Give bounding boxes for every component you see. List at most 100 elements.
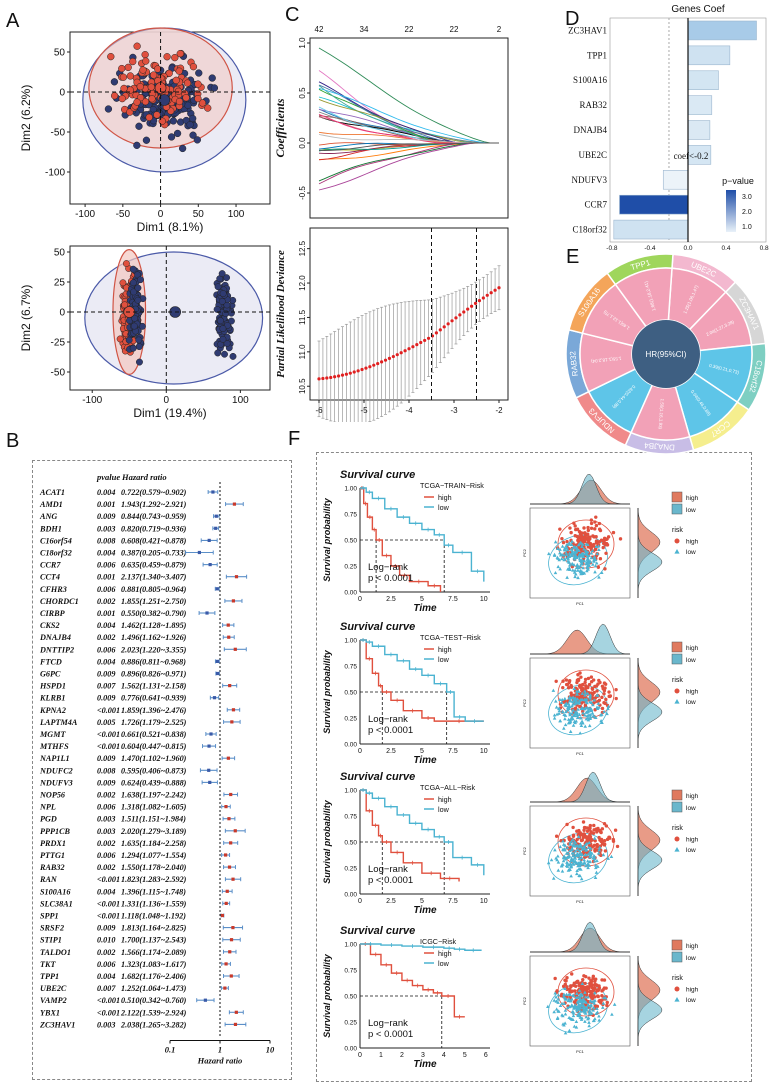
group-center-1 <box>158 94 171 106</box>
plot-frame <box>309 37 509 219</box>
point-low <box>565 1006 570 1010</box>
legend-label: high <box>686 495 699 502</box>
hr-label: 0.510(0.342~0.760) <box>121 996 187 1005</box>
sample-point <box>142 57 150 65</box>
point-high <box>576 535 580 540</box>
y-tick-label: 0.50 <box>344 994 357 1001</box>
point-low <box>589 700 594 704</box>
hr-point <box>229 841 233 845</box>
gene-label: SLC38A1 <box>40 899 73 908</box>
point-low <box>596 544 601 548</box>
point-low <box>597 547 601 552</box>
x-tick-label: 5 <box>420 898 424 905</box>
point-low <box>573 568 577 572</box>
point-low <box>560 697 564 702</box>
pvalue-label: 0.006 <box>97 803 116 812</box>
pvalue-label: 0.004 <box>97 657 115 666</box>
point-low <box>588 716 593 721</box>
gene-label: MGMT <box>39 730 66 739</box>
risk-legend-high-icon <box>674 688 680 694</box>
point-low <box>563 717 567 721</box>
point-low <box>562 994 566 999</box>
point-low <box>594 870 599 874</box>
point-low <box>575 991 579 995</box>
point-high <box>580 534 584 539</box>
hr-point <box>207 744 211 748</box>
sample-point <box>204 104 212 112</box>
hr-label: 1.635(1.184~2.258) <box>121 839 187 848</box>
sample-point <box>119 73 128 81</box>
coef-bar <box>687 120 711 140</box>
point-low <box>578 716 583 720</box>
point-high <box>598 557 603 561</box>
point-high <box>603 567 607 571</box>
y-axis-title: Survival probability <box>322 497 332 582</box>
hr-label: 1.682(1.176~2.406) <box>121 972 187 981</box>
hr-label: 1.470(1.102~1.960) <box>121 754 187 763</box>
point-low <box>591 856 595 860</box>
x-tick-label: -100 <box>75 209 95 220</box>
x-tick-label: 5 <box>420 596 424 603</box>
cv-point <box>352 370 356 374</box>
point-low <box>579 855 584 860</box>
point-high <box>588 823 593 828</box>
km-curve-low <box>360 789 485 876</box>
point-low <box>566 998 571 1002</box>
legend-label: high <box>438 493 452 502</box>
point-low <box>572 843 576 847</box>
point-low <box>585 569 589 573</box>
point-low <box>586 995 590 999</box>
gene-label: SPP1 <box>40 912 59 921</box>
cv-point <box>380 360 384 364</box>
risk-legend-title: risk <box>672 677 683 684</box>
point-high <box>603 701 607 706</box>
point-high <box>573 534 577 538</box>
point-low <box>585 713 589 718</box>
point-high <box>578 704 582 709</box>
point-high <box>580 832 585 837</box>
point-low <box>562 992 566 996</box>
point-low <box>578 564 583 568</box>
point-low <box>568 699 573 703</box>
point-low <box>575 555 579 560</box>
y-tick-label: 0.00 <box>344 1046 357 1053</box>
point-low <box>555 546 560 550</box>
point-low <box>586 852 590 856</box>
x-tick-label: 0.1 <box>165 1045 176 1055</box>
cv-point <box>454 316 458 320</box>
point-high <box>569 985 573 989</box>
point-high <box>588 983 593 987</box>
sample-point <box>223 340 231 347</box>
point-high <box>615 844 620 849</box>
gene-label: DNAJB4 <box>573 125 607 135</box>
sample-point <box>183 79 192 87</box>
cv-point <box>356 369 360 373</box>
point-low <box>582 846 587 851</box>
sample-point <box>222 310 230 318</box>
point-low <box>580 557 584 561</box>
point-high <box>614 696 618 701</box>
point-high <box>586 838 591 842</box>
pvalue-label: 0.004 <box>97 488 115 497</box>
point-high <box>582 974 586 978</box>
point-low <box>558 567 562 571</box>
point-low <box>562 1001 567 1006</box>
point-low <box>588 1007 592 1011</box>
sample-point <box>122 260 130 268</box>
x-tick-label: 0 <box>358 596 362 603</box>
y-tick-label: 0.75 <box>344 814 357 821</box>
point-high <box>588 835 593 839</box>
panel-b-frame <box>32 460 292 1080</box>
point-high <box>600 684 605 688</box>
point-low <box>566 717 571 721</box>
gene-label: STIP1 <box>40 936 62 945</box>
point-low <box>556 1000 560 1004</box>
point-low <box>577 1014 582 1018</box>
hr-point <box>226 756 230 760</box>
pvalue-label: 0.006 <box>97 645 116 654</box>
point-low <box>609 854 614 859</box>
point-low <box>552 713 557 717</box>
point-low <box>554 1007 559 1011</box>
hr-label: 1.396(1.115~1.748) <box>121 887 186 896</box>
